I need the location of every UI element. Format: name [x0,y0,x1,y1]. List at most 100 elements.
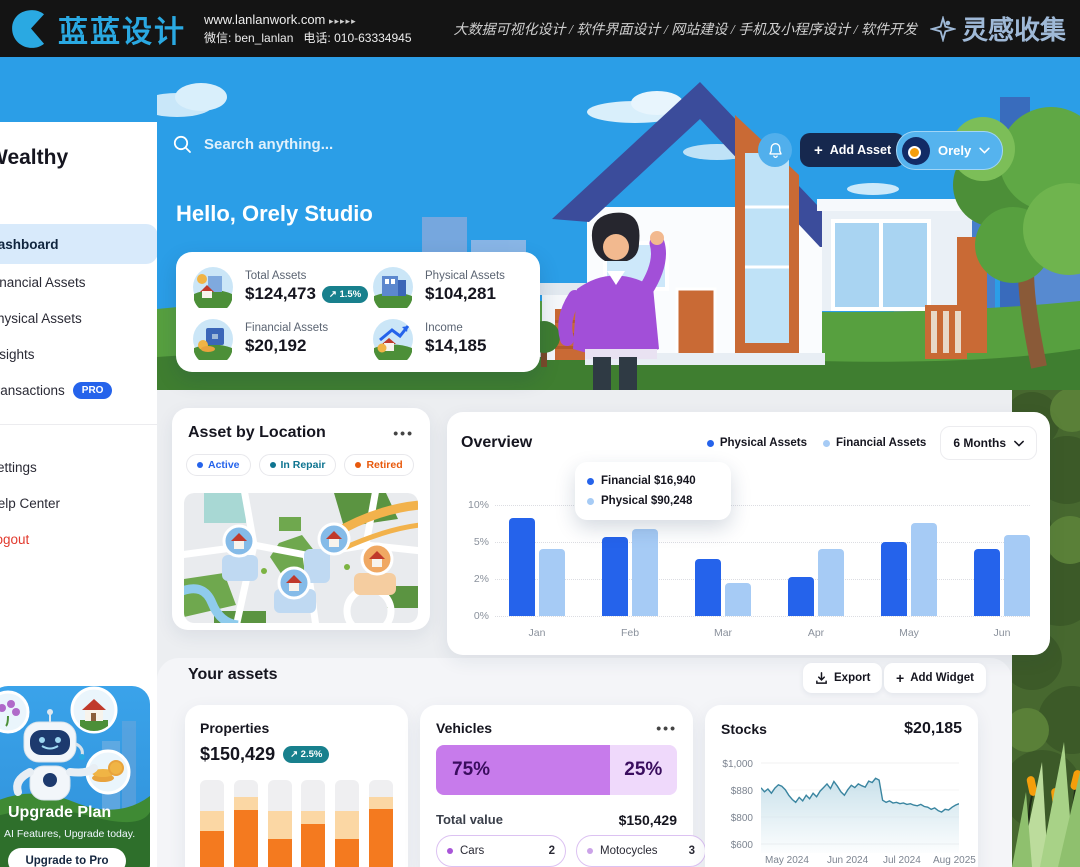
more-menu-icon[interactable]: ••• [656,720,677,736]
card-title: Vehicles [436,720,493,736]
notifications-button[interactable] [758,133,792,167]
chevron-down-icon [979,147,990,154]
overview-bar-group: Mar [693,559,753,639]
physical-assets-icon [373,267,413,308]
y-tick: 5% [473,536,489,548]
banner-url[interactable]: www.lanlanwork.com [204,11,326,27]
arrow-icons: ▸▸▸▸▸ [329,15,357,26]
sidebar-item-financial-assets[interactable]: Financial Assets [0,274,86,290]
overview-bar-group: Jun [972,535,1032,639]
stocks-card: Stocks $20,185 $1,000 $880 $800 $600 May… [705,705,978,867]
overview-bar-group: Apr [786,549,846,639]
dot-icon [355,462,362,468]
divider [0,424,157,425]
map-pin[interactable] [222,524,256,558]
upgrade-plan-card: Upgrade Plan AI Features, Upgrade today.… [0,686,150,867]
card-title: Properties [200,720,270,736]
dot-icon [587,848,593,854]
cars-pill[interactable]: Cars 2 [436,835,566,867]
y-tick: 2% [473,573,489,585]
banner-phone: 电话: 010-63334945 [303,30,412,45]
user-name: Orely [938,143,972,158]
vehicles-split-bar: 75% 25% [436,745,677,795]
overview-chart: 10% 5% 2% 0% Jan Feb Mar Apr May Jun [447,412,1050,655]
filter-in-repair[interactable]: In Repair [258,454,337,476]
stats-summary-card: Total Assets $124,473 ↗ 1.5% Physical As… [176,252,540,372]
app-logo: Wealthy [0,146,69,169]
sidebar-item-logout[interactable]: Logout [0,531,30,547]
total-assets-icon [193,267,233,308]
income-icon [373,319,413,360]
overview-bar-group: Jan [507,517,567,639]
y-tick: 0% [473,610,489,622]
dot-icon [587,477,594,485]
period-select[interactable]: 6 Months [940,426,1037,460]
properties-chart [200,780,393,867]
flower-badge-icon [0,690,30,734]
overview-bar-group: Feb [600,529,660,639]
legend-physical-assets[interactable]: Physical Assets [706,437,807,449]
sidebar-item-physical-assets[interactable]: Physical Assets [0,310,82,326]
motocycles-pill[interactable]: Motocycles 3 [576,835,706,867]
upgrade-button[interactable]: Upgrade to Pro [8,848,126,867]
card-title: Stocks [721,721,767,737]
dot-icon [269,462,276,468]
export-button[interactable]: Export [803,663,883,693]
plus-icon: + [896,670,905,686]
dot-icon [706,439,714,447]
robot-illustration [13,709,98,801]
y-tick: $800 [730,813,753,824]
stocks-chart [761,762,959,853]
sidebar-item-dashboard[interactable]: Dashboard [0,224,157,264]
y-tick: 10% [467,499,489,511]
properties-bar [301,780,326,867]
house-badge-icon [70,686,118,734]
vehicles-card: Vehicles ••• 75% 25% Total value $150,42… [420,705,706,867]
properties-bar [335,780,360,867]
hero-illustration [157,82,1080,390]
stat-financial-assets: Financial Assets $20,192 [192,318,328,360]
inspiration-collect: 灵感收集 [929,10,1066,47]
trend-badge: ↗ 1.5% [321,285,369,303]
map-pin[interactable] [317,522,351,556]
trend-badge: ↗ 2.5% [283,746,330,763]
spark-icon [929,15,956,42]
sidebar-item-insights[interactable]: Insights [0,346,35,362]
dot-icon [822,439,830,447]
user-menu[interactable]: Orely [896,131,1004,170]
page-title: Hello, Orely Studio [176,201,373,226]
upgrade-title: Upgrade Plan [8,804,112,821]
sidebar-item-help-center[interactable]: Help Center [0,495,61,511]
add-widget-button[interactable]: + Add Widget [884,663,986,693]
map-pin[interactable] [277,566,311,600]
search-bar[interactable] [172,134,446,154]
dot-icon [197,462,203,468]
asset-by-location-card: Asset by Location ••• Active In Repair R… [172,408,430,630]
banner-contact: www.lanlanwork.com ▸▸▸▸▸ 微信: ben_lanlan … [204,11,412,47]
collect-label: 灵感收集 [961,16,1066,45]
card-title: Asset by Location [188,424,326,441]
sidebar-item-transactions[interactable]: Transactions PRO [0,372,157,408]
upgrade-subtitle: AI Features, Upgrade today. [4,828,136,840]
dot-icon [587,497,594,505]
more-menu-icon[interactable]: ••• [393,425,414,441]
location-map[interactable] [184,493,418,623]
add-asset-button[interactable]: + Add Asset [800,133,906,167]
fence [925,305,967,359]
section-title: Your assets [188,666,278,683]
stat-income: Income $14,185 [372,318,486,360]
stat-physical-assets: Physical Assets $104,281 [372,266,505,308]
filter-active[interactable]: Active [186,454,251,476]
chevron-down-icon [1014,440,1024,447]
sidebar-item-settings[interactable]: Settings [0,459,37,475]
financial-assets-icon [193,319,233,360]
filter-retired[interactable]: Retired [344,454,414,476]
map-pin[interactable] [360,542,394,576]
legend-financial-assets[interactable]: Financial Assets [822,437,926,449]
stocks-value: $20,185 [904,720,962,737]
search-input[interactable] [202,134,446,154]
search-icon [173,135,191,153]
x-tick: May 2024 [765,855,809,866]
x-tick: Jun 2024 [827,855,869,866]
